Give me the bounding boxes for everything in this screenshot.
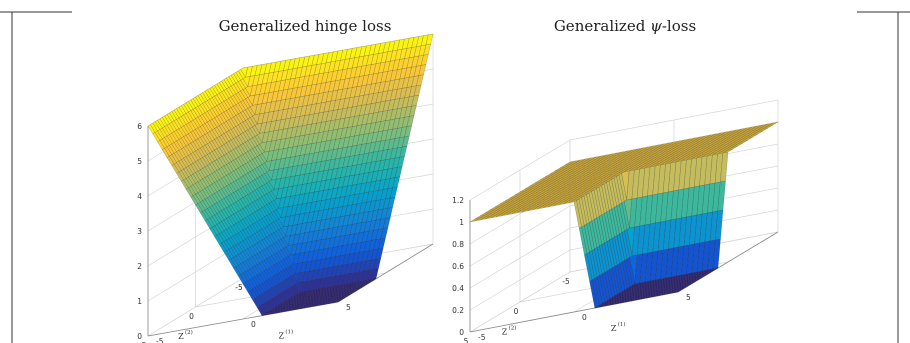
surface-patch — [672, 290, 681, 294]
z-tick-label: 3 — [137, 227, 142, 236]
z1-tick-label: 5 — [346, 303, 351, 312]
plot-title-hinge: Generalized hinge loss — [219, 17, 392, 35]
z-tick-label: 1 — [459, 218, 464, 227]
z1-tick-label: -5 — [478, 333, 486, 342]
z2-axis-label: Z — [178, 332, 184, 341]
z-tick-label: 2 — [137, 262, 142, 271]
psi-title-symbol: ψ — [650, 17, 662, 35]
plot-psi-loss: Generalized ψ-loss 00.20.40.60.811.2-505… — [452, 17, 779, 343]
z-tick-label: 0.6 — [452, 262, 464, 271]
z-tick-label: 5 — [137, 157, 142, 166]
z1-axis-label-sup: (1) — [285, 328, 293, 335]
plot-title-psi: Generalized ψ-loss — [554, 17, 696, 35]
z2-tick-label: 5 — [142, 341, 147, 343]
psi-title-suffix: -loss — [662, 17, 696, 35]
z-tick-label: 0 — [137, 332, 142, 341]
left-surface — [147, 33, 434, 316]
z2-tick-label: -5 — [562, 277, 570, 286]
z1-axis-label: Z — [278, 331, 284, 340]
z-tick-label: 4 — [137, 192, 142, 201]
z2-tick-label: -5 — [235, 283, 243, 292]
z1-tick-label: 0 — [251, 320, 256, 329]
z-tick-label: 1.2 — [452, 196, 464, 205]
z2-axis-label: Z — [502, 328, 508, 337]
z2-tick-label: 5 — [464, 337, 469, 343]
z1-tick-label: -5 — [156, 337, 164, 343]
z1-axis-label: Z — [611, 324, 617, 333]
z-tick-label: 0.8 — [452, 240, 464, 249]
surface-patch — [333, 300, 341, 304]
z-tick-label: 1 — [137, 297, 142, 306]
z-tick-label: 0 — [459, 328, 464, 337]
z1-tick-label: 5 — [686, 293, 691, 302]
z2-axis-label-sup: (2) — [185, 329, 193, 336]
z1-axis-label-sup: (1) — [618, 321, 626, 328]
z-tick-label: 6 — [137, 122, 142, 131]
plot-hinge-loss: Generalized hinge loss 0123456-505-505Z(… — [137, 17, 434, 343]
z1-tick-label: 0 — [582, 313, 587, 322]
z-tick-label: 0.4 — [452, 284, 464, 293]
z2-tick-label: 0 — [514, 307, 519, 316]
z2-axis-label-sup: (2) — [509, 325, 517, 332]
psi-title-prefix: Generalized — [554, 17, 650, 35]
z2-tick-label: 0 — [189, 312, 194, 321]
z-tick-label: 0.2 — [452, 306, 464, 315]
right-surface — [469, 121, 779, 309]
